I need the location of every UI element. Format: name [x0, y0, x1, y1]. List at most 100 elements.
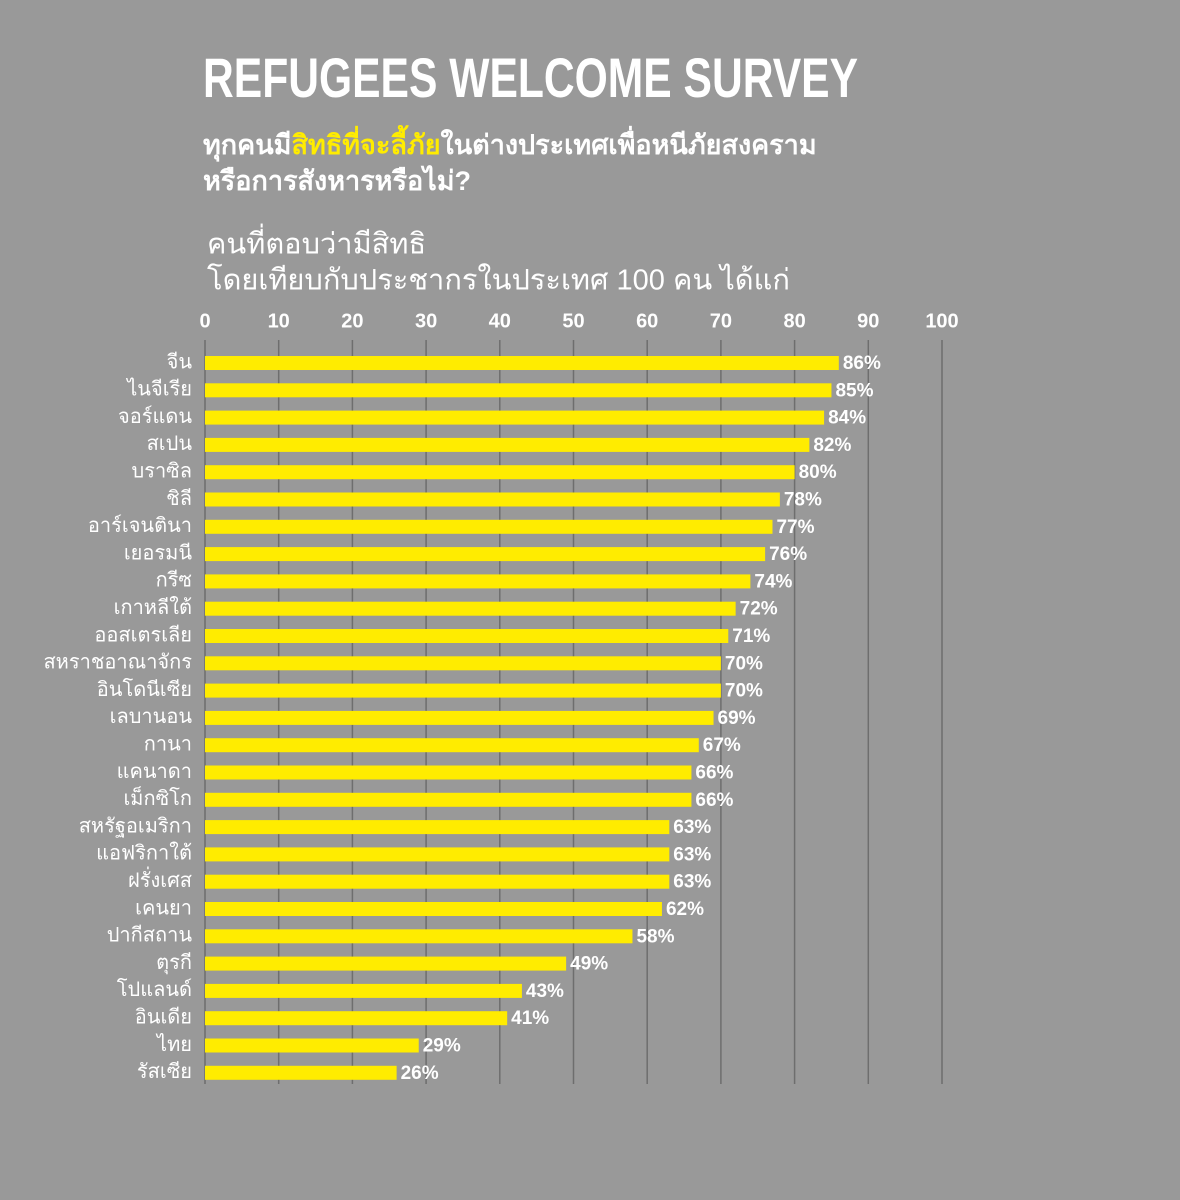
- value-label: 77%: [776, 517, 814, 538]
- category-label: เยอรมนี: [124, 542, 192, 564]
- value-label: 62%: [666, 899, 704, 920]
- subtitle-text: ในต่างประเทศเพื่อหนีภัยสงคราม: [441, 125, 817, 160]
- axis-title: โดยเทียบกับประชากรในประเทศ 100 คน ได้แก่: [207, 263, 790, 297]
- category-label: ตุรกี: [156, 952, 192, 975]
- value-label: 63%: [673, 817, 711, 838]
- category-label: สหราชอาณาจักร: [43, 652, 192, 674]
- value-label: 67%: [703, 735, 741, 756]
- value-label: 78%: [784, 490, 822, 511]
- category-label: สเปน: [147, 433, 193, 455]
- axis-title: คนที่ตอบว่ามีสิทธิ: [207, 224, 426, 261]
- bar: [205, 902, 662, 916]
- bar: [205, 656, 721, 671]
- category-label: อาร์เจนตินา: [88, 514, 192, 537]
- value-label: 85%: [835, 380, 873, 401]
- bar: [205, 547, 766, 562]
- x-tick-label: 20: [341, 310, 363, 332]
- subtitle-highlight: สิทธิที่จะลี้ภัย: [291, 124, 440, 160]
- category-label: อินโดนีเซีย: [97, 678, 192, 701]
- bar: [205, 383, 832, 398]
- bar: [205, 437, 810, 452]
- chart-title: REFUGEES WELCOME SURVEY: [203, 46, 858, 109]
- value-label: 66%: [695, 763, 733, 784]
- value-label: 58%: [636, 926, 674, 947]
- value-label: 84%: [828, 408, 866, 429]
- bar: [205, 629, 729, 643]
- bar: [205, 983, 522, 998]
- subtitle: ทุกคนมีสิทธิที่จะลี้ภัยในต่างประเทศเพื่อ…: [203, 124, 817, 162]
- category-label: จอร์แดน: [118, 405, 192, 428]
- bar: [205, 929, 633, 944]
- value-label: 72%: [740, 599, 778, 620]
- category-label: ไนจีเรีย: [125, 378, 192, 401]
- category-label: โปแลนด์: [117, 978, 192, 1001]
- bar: [205, 738, 699, 753]
- value-label: 82%: [813, 435, 851, 456]
- bar: [205, 465, 795, 480]
- category-label: แคนาดา: [117, 761, 192, 783]
- category-label: เคนยา: [135, 897, 192, 919]
- bar: [205, 847, 670, 862]
- category-label: กานา: [144, 733, 192, 755]
- bar: [205, 410, 825, 425]
- value-label: 49%: [570, 954, 608, 975]
- value-label: 69%: [718, 708, 756, 729]
- value-label: 71%: [732, 626, 770, 647]
- value-label: 29%: [423, 1036, 461, 1057]
- bar: [205, 1065, 397, 1080]
- category-label: รัสเซีย: [137, 1061, 192, 1083]
- category-label: สหรัฐอเมริกา: [79, 815, 192, 837]
- bar: [205, 574, 751, 589]
- category-label: ปากีสถาน: [107, 925, 193, 947]
- value-label: 63%: [673, 844, 711, 865]
- category-label: เลบานอน: [110, 706, 193, 728]
- subtitle-text: ทุกคนมี: [203, 130, 291, 162]
- bar: [205, 792, 692, 807]
- category-label: เม็กซิโก: [123, 785, 192, 810]
- x-tick-label: 80: [783, 310, 805, 332]
- value-label: 76%: [769, 544, 807, 565]
- subtitle-text: หรือการสังหารหรือไม่?: [203, 165, 471, 196]
- x-tick-label: 90: [857, 310, 879, 332]
- x-tick-label: 30: [415, 310, 437, 332]
- category-label: กรีซ: [156, 570, 192, 592]
- value-label: 86%: [843, 353, 881, 374]
- bar: [205, 601, 736, 616]
- value-label: 70%: [725, 653, 763, 674]
- value-label: 70%: [725, 681, 763, 702]
- x-tick-label: 100: [925, 310, 958, 332]
- bar: [205, 956, 567, 971]
- x-tick-label: 60: [636, 310, 658, 332]
- value-label: 80%: [799, 462, 837, 483]
- bar: [205, 519, 773, 534]
- category-label: ฝรั่งเศส: [128, 866, 192, 892]
- category-label: ไทย: [155, 1033, 192, 1056]
- value-label: 26%: [401, 1063, 439, 1084]
- x-tick-label: 10: [268, 310, 290, 332]
- value-label: 41%: [511, 1008, 549, 1029]
- bar: [205, 1011, 508, 1026]
- value-label: 43%: [526, 981, 564, 1002]
- bar: [205, 874, 670, 889]
- bar: [205, 356, 839, 370]
- subtitle: หรือการสังหารหรือไม่?: [203, 165, 471, 196]
- x-tick-label: 70: [710, 310, 732, 332]
- value-label: 74%: [754, 571, 792, 592]
- bar: [205, 765, 692, 780]
- bar: [205, 492, 780, 507]
- category-label: บราซิล: [132, 460, 193, 482]
- category-label: ออสเตรเลีย: [94, 624, 192, 646]
- category-label: แอฟริกาใต้: [96, 842, 192, 865]
- bar: [205, 683, 721, 698]
- category-label: ชิลี: [166, 488, 192, 510]
- x-tick-label: 40: [489, 310, 511, 332]
- category-label: จีน: [167, 351, 193, 373]
- bar: [205, 710, 714, 725]
- x-tick-label: 0: [199, 310, 210, 332]
- value-label: 63%: [673, 872, 711, 893]
- bar: [205, 820, 670, 835]
- x-tick-label: 50: [562, 310, 584, 332]
- category-label: อินเดีย: [135, 1006, 192, 1028]
